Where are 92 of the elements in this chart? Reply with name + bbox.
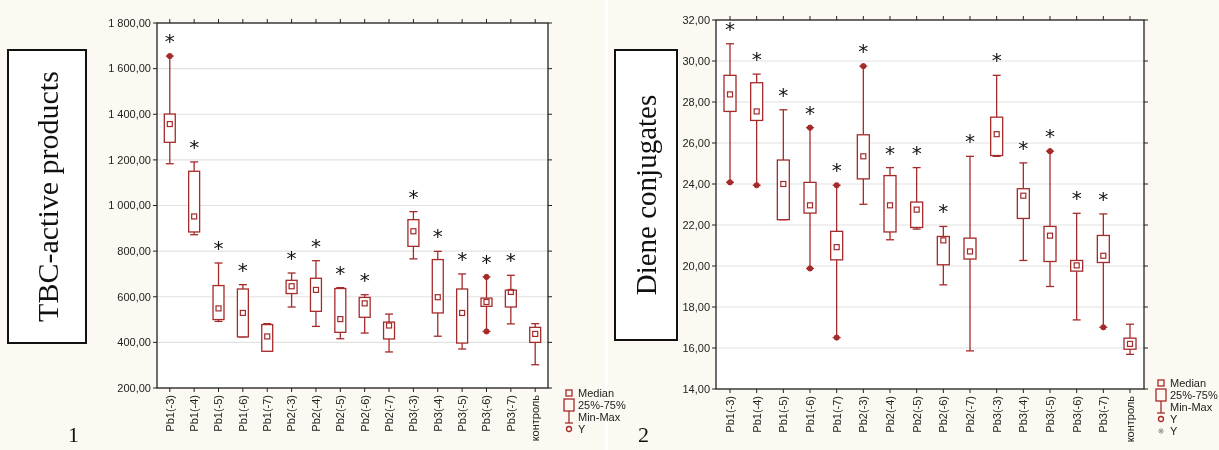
y-tick-label: 24,00 xyxy=(682,177,710,190)
annotation: * xyxy=(164,29,175,54)
x-tick-label: Pb1(-6) xyxy=(236,395,249,432)
x-tick-label: Pb3(-4) xyxy=(431,395,444,432)
x-tick-label: Pb2(-4) xyxy=(883,396,896,433)
y-tick-label: 600,00 xyxy=(117,290,151,303)
y-tick-label: 16,00 xyxy=(682,341,710,354)
text: Min-Max xyxy=(1170,401,1213,413)
y-tick-label: 800,00 xyxy=(117,244,151,257)
annotation: * xyxy=(1018,135,1029,160)
y-tick-label: 30,00 xyxy=(682,54,710,67)
x-tick-label: Pb1(-7) xyxy=(830,396,843,433)
x-tick-label: Pb1(-5) xyxy=(777,396,790,433)
annotation: * xyxy=(938,199,949,224)
annotation: * xyxy=(481,249,492,274)
y-tick-label: 26,00 xyxy=(682,136,710,149)
x-tick-label: Pb3(-3) xyxy=(990,396,1003,433)
y-tick-label: 14,00 xyxy=(682,382,710,395)
y-tick-label: 20,00 xyxy=(682,259,710,272)
x-tick-label: Pb2(-5) xyxy=(334,395,347,432)
text: 25%-75% xyxy=(1170,389,1218,401)
x-tick-label: Pb2(-3) xyxy=(285,395,298,432)
text: Y xyxy=(578,423,586,435)
x-tick-label: Pb1(-4) xyxy=(750,396,763,433)
x-tick-label: Pb3(-5) xyxy=(1043,396,1056,433)
annotation: * xyxy=(751,47,762,72)
y-tick-label: 1 000,00 xyxy=(108,199,151,212)
annotation: * xyxy=(1045,124,1055,149)
text: Min-Max xyxy=(578,411,621,423)
x-tick-label: Pb1(-3) xyxy=(723,396,736,433)
annotation: * xyxy=(408,184,419,209)
text: Median xyxy=(1170,377,1207,389)
x-tick-label: Pb2(-3) xyxy=(857,396,870,433)
annotation: * xyxy=(805,100,815,125)
annotation: * xyxy=(911,140,922,165)
y-axis-title: Diene conjugates xyxy=(630,94,663,296)
x-tick-label: Pb3(-7) xyxy=(504,395,517,432)
y-tick-label: 1 600,00 xyxy=(108,62,151,75)
annotation: * xyxy=(335,260,346,285)
x-tick-label: Pb3(-4) xyxy=(1017,396,1030,433)
annotation: * xyxy=(505,248,516,273)
x-tick-label: Pb1(-5) xyxy=(212,395,225,432)
annotation: * xyxy=(189,134,200,159)
x-tick-label: Pb2(-5) xyxy=(910,396,923,433)
y-tick-label: 18,00 xyxy=(682,300,710,313)
x-tick-label: Pb1(-4) xyxy=(188,395,200,432)
text: Y xyxy=(1170,413,1178,425)
y-tick-label: 28,00 xyxy=(682,95,710,108)
annotation: * xyxy=(432,224,443,249)
y-tick-label: 1 400,00 xyxy=(108,108,151,121)
x-tick-label: Pb2(-7) xyxy=(382,395,395,432)
y-tick-label: 200,00 xyxy=(117,381,151,394)
text: Median xyxy=(578,387,615,399)
x-tick-label: Pb3(-6) xyxy=(480,395,493,432)
x-tick-label: Pb2(-4) xyxy=(309,395,322,432)
annotation: * xyxy=(831,158,842,183)
y-tick-label: 400,00 xyxy=(117,336,151,349)
y-axis-title: TBC-active products xyxy=(30,71,64,322)
x-tick-label: Pb3(-7) xyxy=(1097,396,1110,433)
x-tick-label: Pb1(-7) xyxy=(261,395,274,432)
x-tick-label: Pb1(-3) xyxy=(163,395,176,432)
annotation: * xyxy=(725,16,735,41)
text: 25%-75% xyxy=(578,399,626,411)
annotation: * xyxy=(965,129,975,154)
x-tick-label: Pb1(-6) xyxy=(803,396,816,433)
annotation: * xyxy=(858,39,869,64)
x-tick-label: контроль xyxy=(1123,395,1136,443)
annotation: * xyxy=(457,246,468,271)
y-tick-label: 22,00 xyxy=(682,218,710,231)
annotation: * xyxy=(885,140,895,165)
x-tick-label: Pb3(-3) xyxy=(407,395,420,432)
y-tick-label: 32,00 xyxy=(682,13,710,26)
x-tick-label: Pb2(-6) xyxy=(358,395,371,432)
annotation: * xyxy=(237,257,248,282)
annotation: * xyxy=(359,267,370,292)
text: Y xyxy=(1170,425,1178,437)
annotation: * xyxy=(286,246,297,271)
x-tick-label: контроль xyxy=(529,394,542,442)
annotation: * xyxy=(1098,186,1109,211)
annotation: * xyxy=(213,235,224,260)
text: 1 xyxy=(68,422,79,447)
y-tick-label: 1 200,00 xyxy=(108,153,151,166)
x-tick-label: Pb2(-6) xyxy=(937,396,950,433)
text: 2 xyxy=(638,422,649,447)
y-tick-label: 1 800,00 xyxy=(108,16,151,29)
annotation: * xyxy=(310,233,321,258)
annotation: * xyxy=(991,48,1002,73)
x-tick-label: Pb3(-6) xyxy=(1070,396,1083,433)
x-tick-label: Pb2(-7) xyxy=(963,396,976,433)
annotation: * xyxy=(1071,186,1082,211)
annotation: * xyxy=(778,82,789,107)
x-tick-label: Pb3(-5) xyxy=(455,395,468,432)
